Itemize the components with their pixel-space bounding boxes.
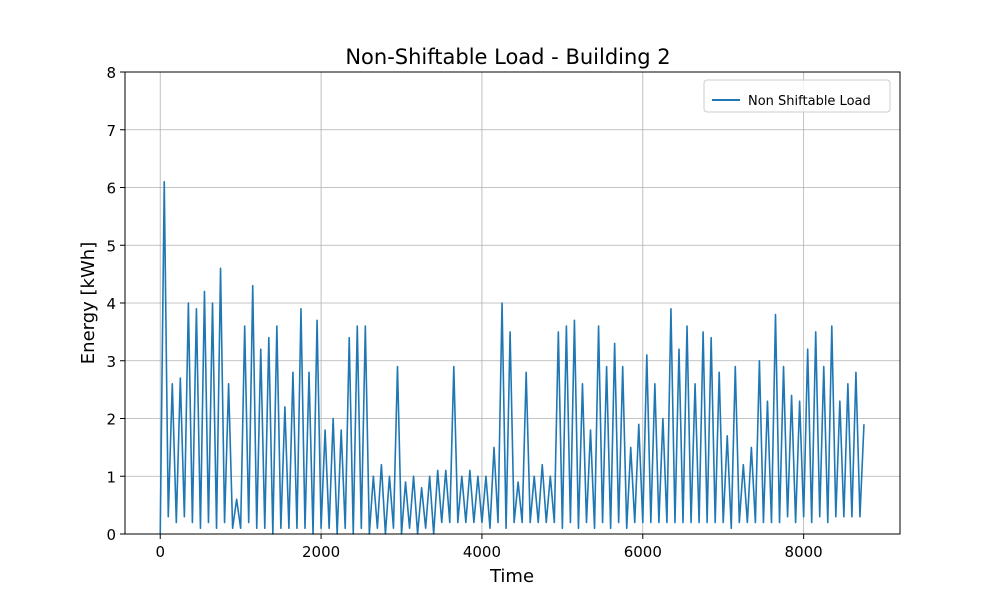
- y-tick-label: 0: [106, 526, 116, 544]
- x-tick-label: 0: [155, 543, 165, 561]
- y-tick-label: 5: [106, 237, 116, 255]
- legend-label: Non Shiftable Load: [748, 94, 871, 109]
- y-tick-label: 7: [106, 122, 116, 140]
- x-tick-label: 2000: [302, 543, 340, 561]
- data-line: [159, 180, 865, 535]
- y-tick-label: 1: [106, 468, 116, 486]
- y-tick-label: 8: [106, 64, 116, 82]
- x-tick-label: 8000: [785, 543, 823, 561]
- chart-title: Non-Shiftable Load - Building 2: [345, 45, 670, 69]
- legend-box: [703, 79, 891, 113]
- plot-frame: [124, 71, 901, 535]
- x-tick-label: 4000: [463, 543, 501, 561]
- x-axis-label: Time: [489, 566, 534, 587]
- y-axis-label: Energy [kWh]: [78, 242, 99, 364]
- y-tick-label: 3: [106, 353, 116, 371]
- y-tick-label: 4: [106, 295, 116, 313]
- y-tick-label: 6: [106, 180, 116, 198]
- x-tick-label: 6000: [624, 543, 662, 561]
- y-tick-label: 2: [106, 411, 116, 429]
